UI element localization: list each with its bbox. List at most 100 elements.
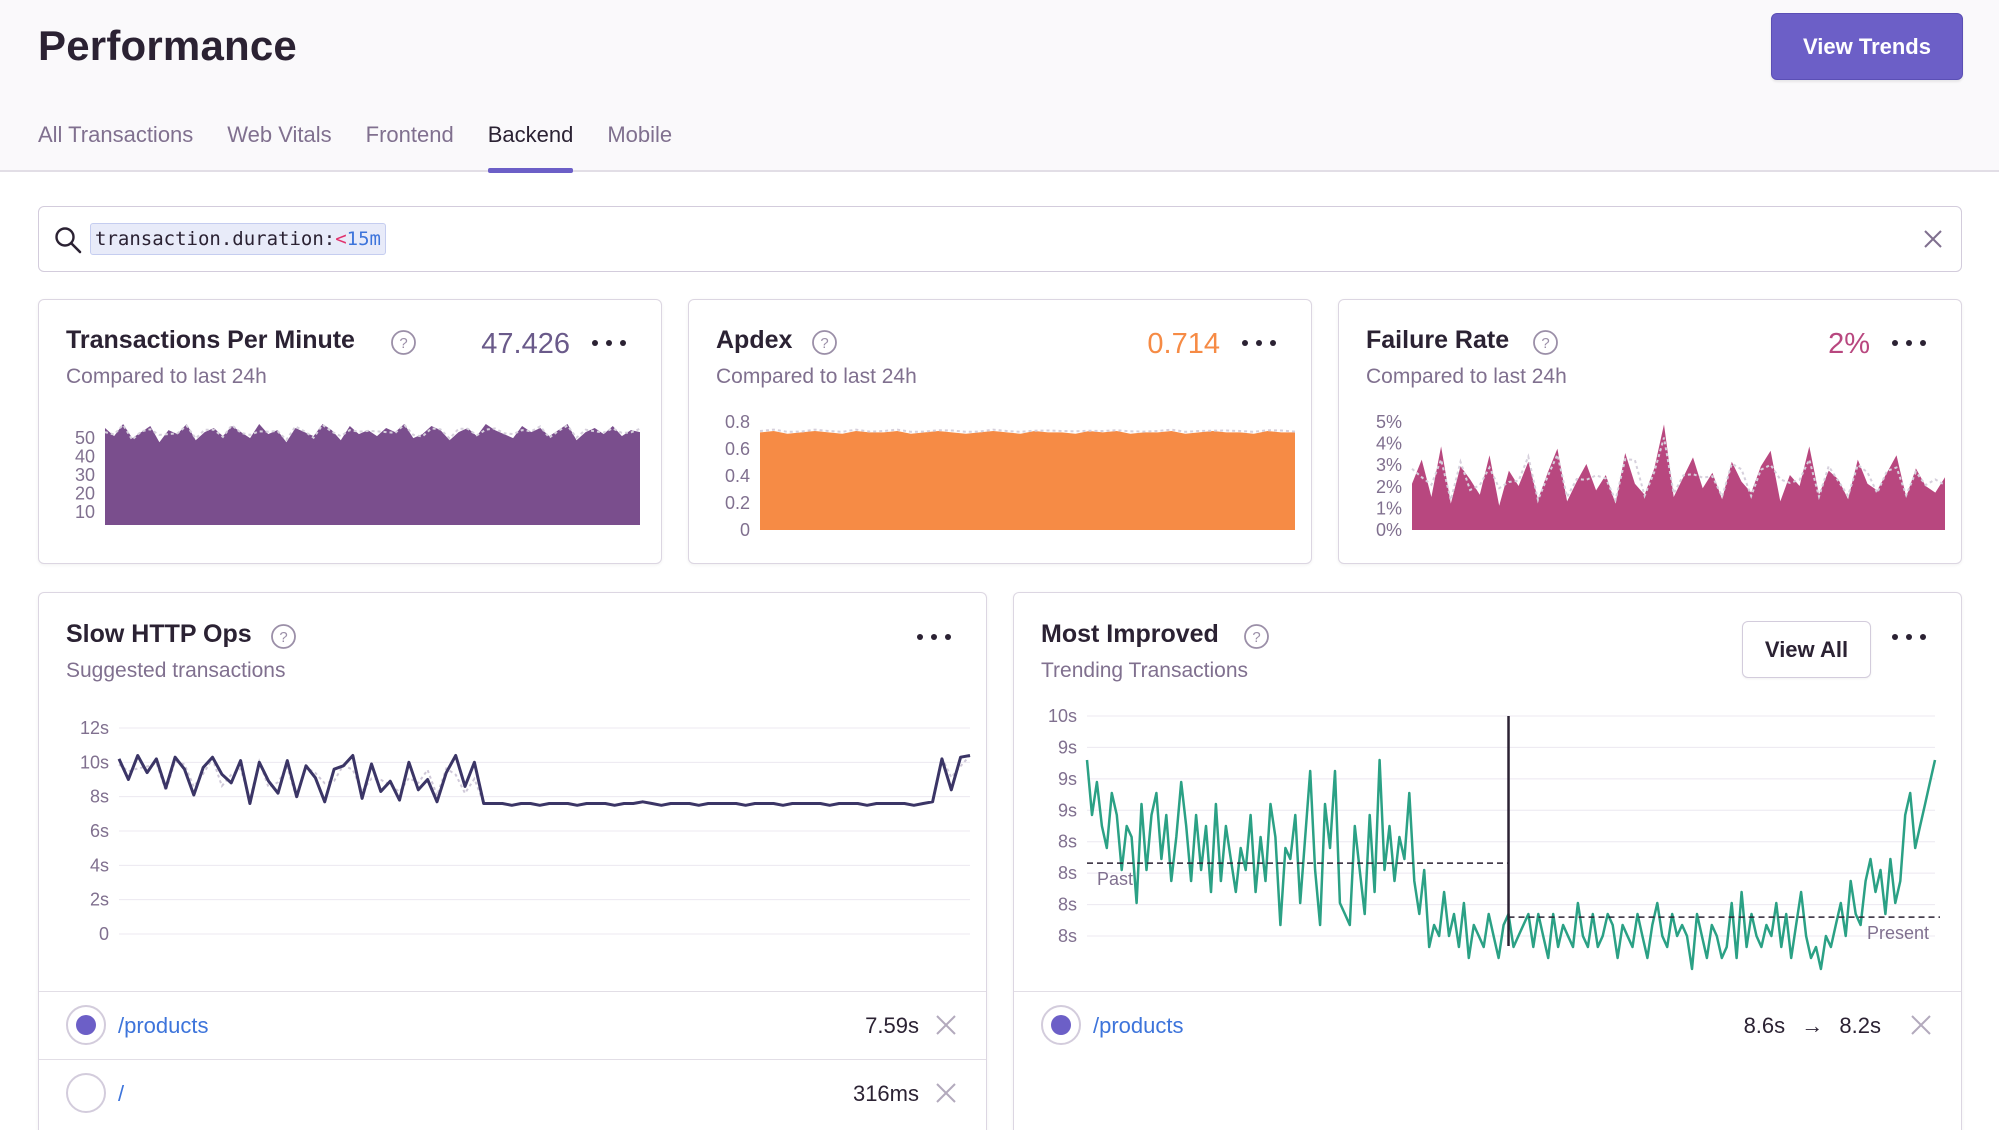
- help-icon[interactable]: ?: [270, 623, 297, 650]
- more-options-icon[interactable]: [1890, 631, 1928, 643]
- widget-title: Slow HTTP Ops: [66, 620, 252, 648]
- close-icon[interactable]: [1921, 227, 1945, 251]
- y-tick-label: 50: [75, 428, 95, 448]
- transaction-link[interactable]: /: [118, 1081, 125, 1106]
- y-tick-label: 8s: [90, 787, 109, 807]
- list-item[interactable]: /products 8.6s → 8.2s: [1014, 991, 1961, 1058]
- search-token[interactable]: transaction.duration:<15m: [90, 223, 386, 255]
- area-series: [1412, 424, 1945, 530]
- widget-metric-value: 2%: [1828, 328, 1870, 360]
- most-improved-chart: 10s 9s 9s 9s 8s 8s 8s 8s Past Present: [1048, 706, 1940, 971]
- y-tick-label: 8s: [1058, 926, 1077, 946]
- y-tick-label: 1%: [1376, 498, 1402, 518]
- help-icon[interactable]: ?: [1532, 329, 1559, 356]
- widget-title: Apdex: [716, 326, 793, 354]
- tab-web-vitals[interactable]: Web Vitals: [227, 122, 332, 147]
- y-tick-label: 12s: [80, 718, 109, 738]
- transaction-link[interactable]: /products: [118, 1013, 209, 1038]
- view-trends-button[interactable]: View Trends: [1771, 13, 1963, 80]
- help-icon[interactable]: ?: [811, 329, 838, 356]
- search-token-operator: <: [335, 228, 347, 250]
- failure-rate-chart: 5%4%3%2%1%0%: [1376, 412, 1946, 540]
- widget-subtitle: Compared to last 24h: [66, 365, 267, 388]
- y-tick-label: 0: [740, 520, 750, 540]
- tab-mobile[interactable]: Mobile: [607, 122, 673, 147]
- duration-after: 8.2s: [1839, 1013, 1881, 1038]
- view-all-button[interactable]: View All: [1742, 621, 1871, 678]
- y-tick-label: 30: [75, 465, 95, 485]
- duration-change: 8.6s → 8.2s: [1744, 1013, 1881, 1039]
- y-tick-label: 0.8: [725, 412, 750, 432]
- y-tick-label: 8s: [1058, 863, 1077, 883]
- y-tick-label: 2s: [90, 890, 109, 910]
- tab-bar: All Transactions Web Vitals Frontend Bac…: [38, 122, 706, 173]
- y-tick-label: 0%: [1376, 520, 1402, 540]
- widget-subtitle: Compared to last 24h: [1366, 365, 1567, 388]
- y-tick-label: 0: [99, 924, 109, 944]
- more-options-icon[interactable]: [915, 631, 953, 643]
- y-tick-label: 40: [75, 447, 95, 467]
- most-improved-widget: [1013, 592, 1962, 1130]
- list-item[interactable]: / 316ms: [39, 1059, 986, 1126]
- list-item[interactable]: /products 7.59s: [39, 991, 986, 1058]
- tab-backend[interactable]: Backend: [487, 122, 573, 173]
- y-tick-label: 6s: [90, 821, 109, 841]
- svg-text:?: ?: [1541, 335, 1549, 352]
- widget-metric-value: 0.714: [1147, 328, 1220, 360]
- close-icon[interactable]: [934, 1081, 958, 1105]
- svg-text:?: ?: [820, 335, 828, 352]
- comparison-series: [1411, 437, 1946, 504]
- search-token-key: transaction.duration:: [95, 228, 336, 250]
- search-input[interactable]: transaction.duration:<15m: [38, 206, 1962, 272]
- duration-before: 8.6s: [1743, 1013, 1786, 1038]
- y-tick-label: 2%: [1376, 477, 1402, 497]
- widget-subtitle: Suggested transactions: [66, 659, 286, 682]
- y-tick-label: 10s: [1048, 706, 1077, 726]
- widget-title: Transactions Per Minute: [66, 326, 355, 354]
- widget-subtitle: Trending Transactions: [1041, 659, 1248, 682]
- y-tick-label: 10s: [80, 752, 109, 772]
- help-icon[interactable]: ?: [390, 329, 417, 356]
- row-radio[interactable]: [66, 1073, 106, 1113]
- svg-text:?: ?: [399, 335, 407, 352]
- search-token-value: 15m: [346, 228, 381, 250]
- y-tick-label: 0.2: [725, 493, 750, 513]
- y-tick-label: 10: [75, 502, 95, 522]
- y-tick-label: 4s: [90, 855, 109, 875]
- page-title: Performance: [38, 22, 297, 69]
- apdex-chart: 0.8 0.6 0.4 0.2 0: [725, 412, 1296, 540]
- y-tick-label: 4%: [1376, 434, 1402, 454]
- more-options-icon[interactable]: [1890, 337, 1928, 349]
- slow-http-ops-widget: [38, 592, 987, 1130]
- more-options-icon[interactable]: [1240, 337, 1278, 349]
- y-tick-label: 8s: [1058, 832, 1077, 852]
- y-tick-label: 8s: [1058, 895, 1077, 915]
- line-series: [117, 754, 971, 807]
- comparison-series: [104, 423, 641, 442]
- slow-http-ops-chart: 12s 10s 8s 6s 4s 2s 0: [80, 718, 971, 944]
- transaction-link[interactable]: /products: [1093, 1013, 1184, 1038]
- tab-frontend[interactable]: Frontend: [365, 122, 454, 147]
- y-tick-label: 9s: [1058, 769, 1077, 789]
- present-label: Present: [1867, 923, 1929, 943]
- row-radio[interactable]: [1041, 1005, 1081, 1045]
- help-icon[interactable]: ?: [1243, 623, 1270, 650]
- svg-text:?: ?: [279, 629, 287, 646]
- y-tick-label: 9s: [1058, 737, 1077, 757]
- past-label: Past: [1097, 869, 1133, 889]
- more-options-icon[interactable]: [590, 337, 628, 349]
- close-icon[interactable]: [1909, 1013, 1933, 1037]
- widget-title: Failure Rate: [1366, 326, 1510, 354]
- line-series: [1085, 758, 1937, 971]
- widget-metric-value: 47.426: [481, 328, 570, 360]
- widget-subtitle: Compared to last 24h: [716, 365, 917, 388]
- y-tick-label: 5%: [1376, 412, 1402, 432]
- area-series: [105, 424, 640, 525]
- row-radio[interactable]: [66, 1005, 106, 1045]
- y-tick-label: 3%: [1376, 455, 1402, 475]
- tab-all-transactions[interactable]: All Transactions: [38, 122, 194, 147]
- close-icon[interactable]: [934, 1013, 958, 1037]
- comparison-series: [759, 428, 1296, 433]
- duration-value: 316ms: [852, 1081, 919, 1106]
